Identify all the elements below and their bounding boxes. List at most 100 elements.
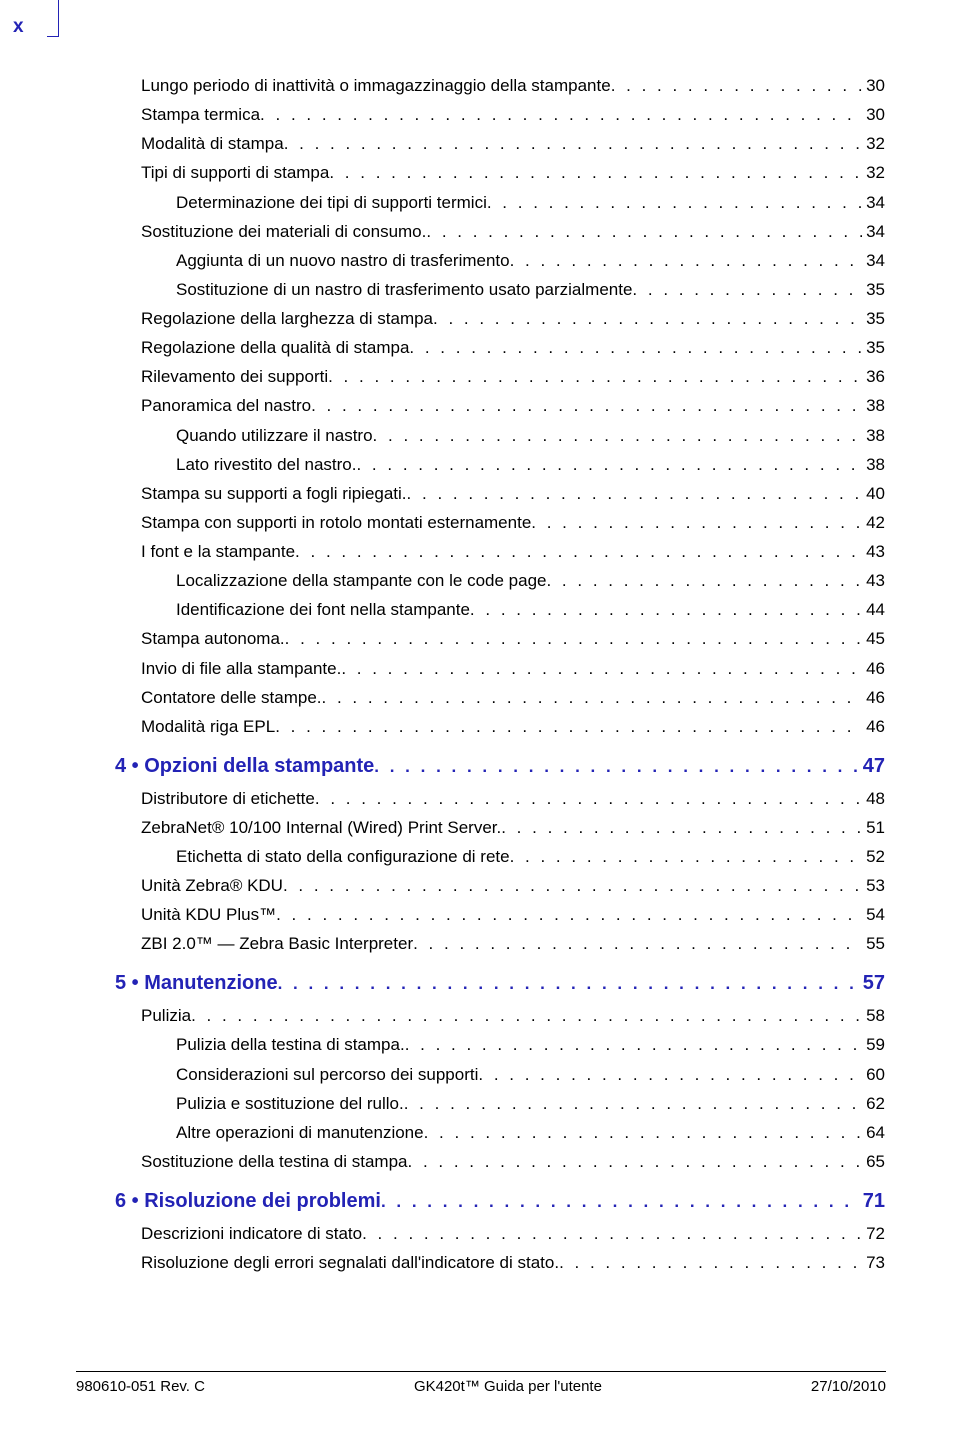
toc-entry[interactable]: Modalità di stampa 32: [115, 133, 885, 156]
toc-entry-label: Lato rivestito del nastro.: [176, 454, 356, 477]
toc-entry-page: 32: [862, 133, 885, 156]
toc-entry-label: Stampa termica: [141, 104, 260, 127]
toc-entry[interactable]: Lato rivestito del nastro. 38: [115, 454, 885, 477]
toc-entry[interactable]: Pulizia 58: [115, 1005, 885, 1028]
toc-entry[interactable]: Stampa autonoma. 45: [115, 628, 885, 651]
toc-entry[interactable]: Risoluzione degli errori segnalati dall'…: [115, 1252, 885, 1275]
toc-entry[interactable]: I font e la stampante 43: [115, 541, 885, 564]
toc-entry-label: Tipi di supporti di stampa: [141, 162, 329, 185]
toc-entry-page: 30: [862, 75, 885, 98]
toc-leader-dots: [284, 133, 862, 156]
toc-entry[interactable]: Unità Zebra® KDU 53: [115, 875, 885, 898]
toc-leader-dots: [285, 628, 862, 651]
toc-leader-dots: [546, 570, 862, 593]
toc-entry-label: Sostituzione dei materiali di consumo.: [141, 221, 426, 244]
toc-entry[interactable]: Panoramica del nastro 38: [115, 395, 885, 418]
footer-revision: 980610-051 Rev. C: [76, 1378, 205, 1395]
toc-entry-label: Panoramica del nastro: [141, 395, 311, 418]
toc-entry[interactable]: Rilevamento dei supporti 36: [115, 366, 885, 389]
toc-entry[interactable]: Regolazione della larghezza di stampa 35: [115, 308, 885, 331]
toc-entry-page: 34: [862, 250, 885, 273]
toc-leader-dots: [407, 483, 863, 506]
toc-entry-label: Sostituzione di un nastro di trasferimen…: [176, 279, 632, 302]
toc-entry[interactable]: Quando utilizzare il nastro 38: [115, 425, 885, 448]
toc-entry[interactable]: Sostituzione della testina di stampa 65: [115, 1151, 885, 1174]
toc-entry-label: Distributore di etichette: [141, 788, 315, 811]
toc-entry[interactable]: Etichetta di stato della configurazione …: [115, 846, 885, 869]
toc-entry[interactable]: Determinazione dei tipi di supporti term…: [115, 192, 885, 215]
toc-leader-dots: [531, 512, 862, 535]
toc-entry[interactable]: Stampa termica 30: [115, 104, 885, 127]
toc-entry[interactable]: Tipi di supporti di stampa 32: [115, 162, 885, 185]
toc-entry[interactable]: Pulizia della testina di stampa. 59: [115, 1034, 885, 1057]
toc-entry[interactable]: Altre operazioni di manutenzione 64: [115, 1122, 885, 1145]
toc-chapter[interactable]: 6 • Risoluzione dei problemi 71: [115, 1188, 885, 1215]
toc-entry-page: 51: [862, 817, 885, 840]
toc-leader-dots: [373, 425, 863, 448]
toc-entry[interactable]: Stampa su supporti a fogli ripiegati. 40: [115, 483, 885, 506]
toc-entry-page: 73: [862, 1252, 885, 1275]
toc-entry[interactable]: Regolazione della qualità di stampa 35: [115, 337, 885, 360]
toc-leader-dots: [478, 1064, 862, 1087]
toc-entry[interactable]: Sostituzione dei materiali di consumo. 3…: [115, 221, 885, 244]
toc-entry[interactable]: Invio di file alla stampante. 46: [115, 658, 885, 681]
toc-leader-dots: [311, 395, 862, 418]
toc-entry-label: 5 • Manutenzione: [115, 970, 278, 997]
toc-leader-dots: [409, 337, 862, 360]
toc-leader-dots: [632, 279, 862, 302]
toc-entry-page: 35: [862, 279, 885, 302]
toc-entry-page: 59: [862, 1034, 885, 1057]
toc-entry-label: Regolazione della qualità di stampa: [141, 337, 409, 360]
toc-entry[interactable]: ZebraNet® 10/100 Internal (Wired) Print …: [115, 817, 885, 840]
toc-leader-dots: [408, 1151, 863, 1174]
toc-entry[interactable]: Distributore di etichette 48: [115, 788, 885, 811]
toc-entry-page: 71: [859, 1188, 885, 1215]
document-page: x Lungo periodo di inattività o immagazz…: [0, 0, 960, 1435]
toc-entry-page: 53: [862, 875, 885, 898]
toc-entry-page: 47: [859, 753, 885, 780]
toc-entry[interactable]: Aggiunta di un nuovo nastro di trasferim…: [115, 250, 885, 273]
toc-leader-dots: [501, 817, 862, 840]
toc-entry-label: Pulizia: [141, 1005, 191, 1028]
toc-entry[interactable]: ZBI 2.0™ — Zebra Basic Interpreter 55: [115, 933, 885, 956]
toc-entry[interactable]: Contatore delle stampe. 46: [115, 687, 885, 710]
toc-entry[interactable]: Localizzazione della stampante con le co…: [115, 570, 885, 593]
toc-entry-page: 58: [862, 1005, 885, 1028]
toc-entry-label: Pulizia e sostituzione del rullo.: [176, 1093, 404, 1116]
toc-entry-page: 36: [862, 366, 885, 389]
toc-entry-label: Stampa su supporti a fogli ripiegati.: [141, 483, 407, 506]
toc-leader-dots: [559, 1252, 862, 1275]
toc-entry[interactable]: Descrizioni indicatore di stato 72: [115, 1223, 885, 1246]
toc-entry[interactable]: Modalità riga EPL 46: [115, 716, 885, 739]
toc-leader-dots: [470, 599, 862, 622]
toc-entry[interactable]: Lungo periodo di inattività o immagazzin…: [115, 75, 885, 98]
toc-entry-label: Quando utilizzare il nastro: [176, 425, 373, 448]
toc-entry-label: Localizzazione della stampante con le co…: [176, 570, 546, 593]
toc-leader-dots: [295, 541, 862, 564]
toc-entry-label: Invio di file alla stampante.: [141, 658, 341, 681]
toc-entry[interactable]: Sostituzione di un nastro di trasferimen…: [115, 279, 885, 302]
toc-entry[interactable]: Pulizia e sostituzione del rullo. 62: [115, 1093, 885, 1116]
toc-leader-dots: [362, 1223, 862, 1246]
toc-entry-label: Altre operazioni di manutenzione: [176, 1122, 424, 1145]
toc-entry[interactable]: Unità KDU Plus™ 54: [115, 904, 885, 927]
toc-entry-label: Stampa autonoma.: [141, 628, 285, 651]
toc-leader-dots: [322, 687, 863, 710]
toc-entry[interactable]: Considerazioni sul percorso dei supporti…: [115, 1064, 885, 1087]
toc-leader-dots: [278, 973, 859, 996]
toc-entry-page: 34: [862, 221, 885, 244]
toc-entry-page: 52: [862, 846, 885, 869]
toc-entry[interactable]: Stampa con supporti in rotolo montati es…: [115, 512, 885, 535]
toc-entry-page: 38: [862, 454, 885, 477]
toc-chapter[interactable]: 5 • Manutenzione 57: [115, 970, 885, 997]
footer-date: 27/10/2010: [811, 1378, 886, 1395]
toc-chapter[interactable]: 4 • Opzioni della stampante 47: [115, 753, 885, 780]
page-corner-mark: [47, 0, 59, 37]
toc-entry-page: 72: [862, 1223, 885, 1246]
toc-entry[interactable]: Identificazione dei font nella stampante…: [115, 599, 885, 622]
toc-entry-label: Stampa con supporti in rotolo montati es…: [141, 512, 531, 535]
toc-entry-page: 45: [862, 628, 885, 651]
toc-entry-page: 40: [862, 483, 885, 506]
page-footer: 980610-051 Rev. C GK420t™ Guida per l'ut…: [76, 1371, 886, 1395]
toc-entry-page: 60: [862, 1064, 885, 1087]
